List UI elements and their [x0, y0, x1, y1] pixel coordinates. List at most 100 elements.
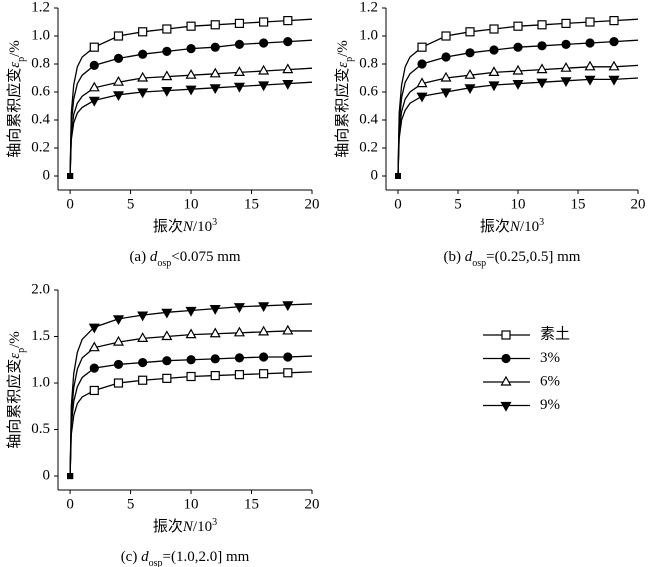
x-axis-label-part: 振次: [153, 218, 183, 235]
marker: [162, 373, 172, 383]
marker: [500, 375, 512, 386]
marker: [501, 330, 511, 340]
legend-label: 3%: [540, 350, 560, 366]
y-axis-label: 轴向累积应变εp/%: [5, 40, 26, 158]
marker: [185, 68, 197, 79]
caption-part: <0.075 mm: [171, 249, 241, 265]
marker: [489, 45, 499, 55]
marker: [186, 371, 196, 382]
x-axis-label-part: N: [509, 219, 521, 235]
x-tick-label: 20: [631, 196, 646, 212]
y-tick-label: 0: [43, 467, 51, 483]
x-axis-label: 振次N/103: [153, 517, 217, 536]
marker: [88, 81, 100, 92]
x-tick-label: 20: [305, 496, 320, 512]
caption-part: osp: [157, 258, 171, 269]
x-axis-label-part: 振次: [153, 518, 183, 535]
marker: [500, 401, 512, 412]
series-line: [69, 371, 313, 477]
x-tick-label: 10: [511, 196, 526, 212]
marker: [233, 326, 245, 337]
marker: [258, 302, 270, 313]
marker: [282, 301, 294, 312]
marker: [416, 77, 428, 88]
marker: [259, 38, 269, 48]
marker: [233, 303, 245, 313]
marker: [440, 71, 452, 82]
marker: [162, 46, 172, 57]
marker: [234, 353, 245, 363]
marker: [113, 378, 124, 388]
caption: (b) dosp=(0.25,0.5] mm: [444, 249, 581, 268]
marker: [584, 60, 596, 71]
y-axis-label: 轴向累积应变εp/%: [5, 331, 26, 449]
marker: [185, 85, 197, 96]
marker: [513, 21, 523, 31]
y-tick-label: 1.0: [31, 27, 50, 43]
marker: [161, 87, 173, 97]
marker: [416, 92, 428, 103]
y-axis-label-part: p: [16, 348, 27, 353]
x-tick-label: 5: [127, 496, 135, 512]
marker: [234, 39, 245, 50]
marker: [113, 359, 124, 370]
marker: [512, 80, 524, 90]
legend-label: 6%: [540, 373, 560, 389]
marker: [537, 20, 547, 30]
caption-part: osp: [149, 558, 163, 567]
y-axis-label-part: 轴向累积应变: [5, 68, 23, 158]
origin-marker: [395, 173, 401, 179]
y-axis-label: 轴向累积应变εp/%: [333, 40, 354, 158]
marker: [162, 356, 172, 366]
x-axis-label-part: N: [182, 519, 194, 535]
x-tick-label: 5: [127, 196, 135, 212]
marker: [259, 17, 269, 27]
marker: [210, 42, 220, 52]
marker: [501, 353, 511, 364]
marker: [186, 43, 196, 54]
x-axis-label-part: /10: [193, 219, 212, 235]
y-tick-label: 0: [43, 167, 51, 183]
x-tick-label: 20: [305, 196, 320, 212]
series-line: [397, 39, 639, 177]
marker: [282, 63, 294, 74]
x-tick-label: 0: [66, 496, 74, 512]
marker: [209, 327, 221, 338]
marker: [584, 75, 596, 86]
x-tick-label: 10: [184, 496, 199, 512]
y-tick-label: 0.2: [31, 139, 50, 155]
marker: [161, 330, 173, 341]
marker: [162, 24, 172, 34]
caption-part: d: [150, 249, 158, 265]
marker: [608, 75, 620, 86]
marker: [537, 41, 547, 51]
marker: [89, 60, 99, 71]
y-tick-label: 1.2: [31, 0, 50, 15]
y-axis-label-part: ε: [7, 62, 23, 68]
caption-part: d: [141, 549, 149, 565]
marker: [283, 36, 293, 47]
marker: [465, 48, 475, 58]
marker: [112, 315, 125, 326]
series-line: [69, 39, 313, 177]
y-tick-label: 0.5: [31, 421, 50, 437]
caption-part: (c): [121, 549, 141, 565]
marker: [609, 36, 619, 47]
series-line: [397, 77, 639, 177]
y-tick-label: 0: [371, 167, 379, 183]
marker: [258, 81, 270, 92]
marker: [488, 81, 500, 92]
marker: [609, 16, 619, 26]
y-axis-label-part: p: [344, 57, 355, 62]
marker: [185, 306, 197, 317]
caption-part: osp: [472, 258, 486, 269]
origin-marker: [67, 173, 74, 179]
marker: [282, 324, 294, 335]
x-axis-label-part: 3: [212, 517, 217, 528]
x-axis-label-part: 振次: [480, 218, 510, 235]
y-tick-label: 0.4: [31, 111, 50, 127]
marker: [608, 60, 620, 71]
y-tick-label: 0.2: [359, 139, 378, 155]
marker: [113, 31, 124, 41]
marker: [561, 18, 571, 28]
